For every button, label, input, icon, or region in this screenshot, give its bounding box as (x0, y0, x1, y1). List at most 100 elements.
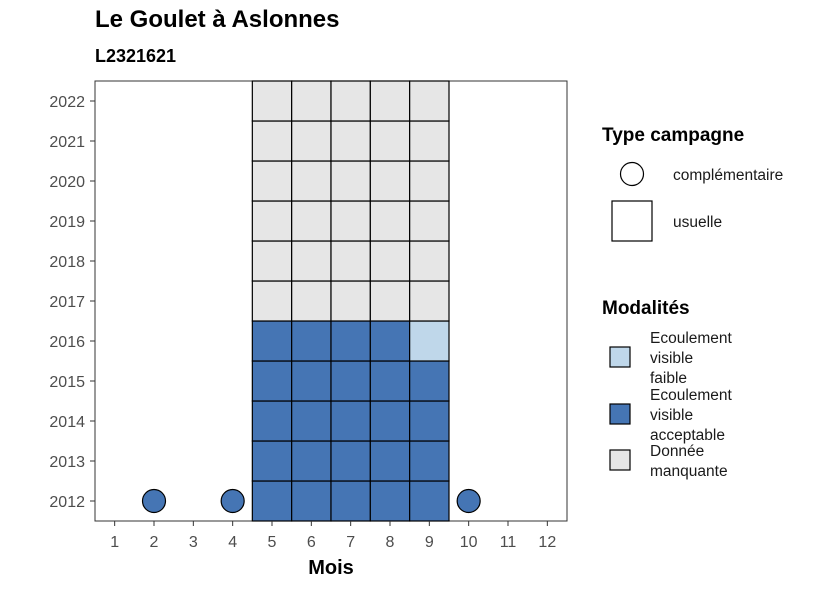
legend-campagne: Type campagne complémentaire usuelle (602, 125, 783, 242)
heatmap-cell-2022-7 (330, 80, 371, 122)
heatmap-cell-2016-7 (330, 320, 371, 362)
x-tick-label-3: 3 (189, 534, 198, 551)
heatmap-cell-2016-8 (369, 320, 411, 362)
heatmap-cell-2015-5 (251, 360, 293, 402)
heatmap-cell-2012-9 (409, 480, 450, 522)
heatmap-cell-2017-6 (291, 280, 332, 322)
legend-campagne-label-usuelle: usuelle (673, 214, 722, 231)
heatmap-cell-2018-9 (409, 240, 450, 282)
legend-label-acceptable-2: visible (650, 407, 693, 424)
heatmap-cell-2015-6 (291, 360, 332, 402)
heatmap-cell-2022-5 (251, 80, 293, 122)
heatmap-cell-2014-7 (330, 400, 371, 442)
chart-title: Le Goulet à Aslonnes (95, 6, 340, 33)
legend-campagne-label-complementaire: complémentaire (673, 167, 783, 184)
x-axis-title: Mois (308, 557, 354, 579)
heatmap-cell-2020-5 (251, 160, 293, 202)
legend-key-acceptable (609, 403, 631, 425)
heatmap-cell-2018-5 (251, 240, 293, 282)
x-tick-label-1: 1 (110, 534, 119, 551)
heatmap-cell-2014-6 (291, 400, 332, 442)
x-tick-label-5: 5 (268, 534, 277, 551)
y-axis: 2012 2013 2014 2015 2016 2017 2018 2019 2020 2021… (49, 94, 95, 511)
x-tick-label-2: 2 (150, 534, 159, 551)
legend-label-manquante-1: Donnée (650, 443, 704, 460)
legend-label-faible-2: visible (650, 350, 693, 367)
x-tick-label-10: 10 (460, 534, 478, 551)
heatmap-cell-2015-7 (330, 360, 371, 402)
heatmap-cell-2022-9 (409, 80, 450, 122)
heatmap-cell-2012-8 (369, 480, 411, 522)
heatmap-cell-2022-6 (291, 80, 332, 122)
cells-layer (251, 80, 450, 522)
heatmap-cell-2019-9 (409, 200, 450, 242)
legend-label-faible-3: faible (650, 370, 687, 387)
heatmap-cell-2014-8 (369, 400, 411, 442)
x-tick-label-4: 4 (228, 534, 237, 551)
heatmap-cell-2013-9 (409, 440, 450, 482)
y-tick-label-2012: 2012 (49, 494, 85, 511)
heatmap-cell-2020-9 (409, 160, 450, 202)
y-tick-label-2020: 2020 (49, 174, 85, 191)
heatmap-cell-2013-8 (369, 440, 411, 482)
legend-label-acceptable-1: Ecoulement (650, 387, 733, 404)
y-tick-label-2015: 2015 (49, 374, 85, 391)
heatmap-cell-2021-6 (291, 120, 332, 162)
heatmap-cell-2021-5 (251, 120, 293, 162)
heatmap-cell-2019-6 (291, 200, 332, 242)
legend-label-faible-1: Ecoulement (650, 330, 733, 347)
legend-modalites-title: Modalités (602, 298, 690, 319)
heatmap-cell-2013-7 (330, 440, 371, 482)
heatmap-cell-2019-5 (251, 200, 293, 242)
heatmap-cell-2012-6 (291, 480, 332, 522)
heatmap-cell-2013-6 (291, 440, 332, 482)
heatmap-cell-2015-8 (369, 360, 411, 402)
heatmap-cell-2017-7 (330, 280, 371, 322)
y-tick-label-2019: 2019 (49, 214, 85, 231)
y-tick-label-2018: 2018 (49, 254, 85, 271)
heatmap-cell-2017-5 (251, 280, 293, 322)
y-tick-label-2017: 2017 (49, 294, 85, 311)
x-tick-label-9: 9 (425, 534, 434, 551)
heatmap-cell-2018-6 (291, 240, 332, 282)
x-tick-label-11: 11 (500, 534, 517, 551)
heatmap-cell-2021-7 (330, 120, 371, 162)
heatmap-cell-2020-6 (291, 160, 332, 202)
heatmap-cell-2018-7 (330, 240, 371, 282)
legend-modalites: Modalités Ecoulement visible faible Ecou… (602, 298, 733, 480)
heatmap-cell-2012-5 (251, 480, 293, 522)
legend-circle-icon (619, 161, 645, 187)
heatmap-cell-2017-9 (409, 280, 450, 322)
x-tick-label-7: 7 (346, 534, 355, 551)
legend-label-acceptable-3: acceptable (650, 427, 725, 444)
heatmap-cell-2014-9 (409, 400, 450, 442)
heatmap-cell-2016-9 (409, 320, 450, 362)
x-tick-label-12: 12 (538, 534, 556, 551)
point-2012-2 (141, 488, 167, 514)
heatmap-cell-2022-8 (369, 80, 411, 122)
legend-square-icon (611, 200, 653, 242)
y-tick-label-2013: 2013 (49, 454, 85, 471)
y-tick-label-2014: 2014 (49, 414, 85, 431)
heatmap-cell-2021-9 (409, 120, 450, 162)
x-axis: 1 2 3 4 5 6 7 8 9 10 11 12 (110, 521, 556, 551)
heatmap-cell-2018-8 (369, 240, 411, 282)
heatmap-cell-2015-9 (409, 360, 450, 402)
heatmap-cell-2020-8 (369, 160, 411, 202)
legend-key-faible (609, 346, 631, 368)
point-2012-4 (220, 488, 245, 514)
heatmap-cell-2019-7 (330, 200, 371, 242)
legend-label-manquante-2: manquante (650, 463, 728, 480)
heatmap-cell-2020-7 (330, 160, 371, 202)
y-tick-label-2016: 2016 (49, 334, 85, 351)
heatmap-cell-2019-8 (369, 200, 411, 242)
y-tick-label-2022: 2022 (49, 94, 85, 111)
x-tick-label-6: 6 (307, 534, 316, 551)
heatmap-cell-2013-5 (251, 440, 293, 482)
heatmap-cell-2016-6 (291, 320, 332, 362)
point-2012-10 (456, 488, 481, 514)
heatmap-cell-2017-8 (369, 280, 411, 322)
legend-key-manquante (609, 449, 631, 471)
heatmap-cell-2012-7 (330, 480, 371, 522)
